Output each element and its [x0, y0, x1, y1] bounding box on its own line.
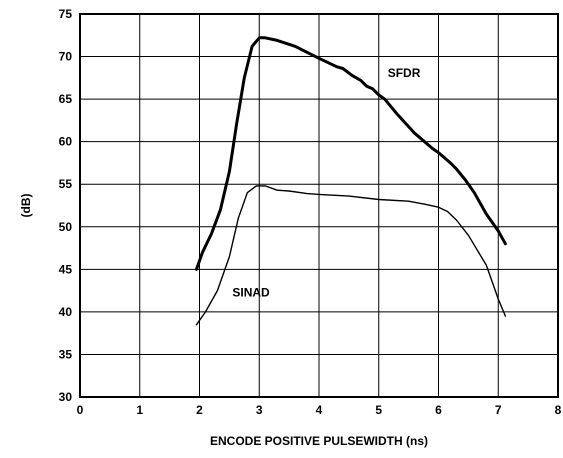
y-tick-label: 75	[59, 7, 73, 21]
x-tick-label: 3	[256, 403, 263, 417]
x-axis-ticks: 0 1 2 3 4 5 6 7 8	[77, 403, 562, 417]
series-label-sfdr: SFDR	[388, 66, 421, 80]
x-tick-label: 0	[77, 403, 84, 417]
series-label-sinad: SINAD	[232, 286, 270, 300]
x-tick-label: 4	[316, 403, 323, 417]
x-tick-label: 1	[136, 403, 143, 417]
x-tick-label: 5	[375, 403, 382, 417]
y-tick-label: 60	[59, 135, 73, 149]
y-tick-label: 65	[59, 92, 73, 106]
series-line-sfdr	[195, 36, 507, 271]
y-tick-label: 50	[59, 220, 73, 234]
y-tick-label: 70	[59, 50, 73, 64]
y-tick-label: 45	[59, 262, 73, 276]
y-axis-label: (dB)	[19, 194, 33, 218]
y-tick-label: 40	[59, 305, 73, 319]
y-tick-label: 30	[59, 390, 73, 404]
chart-grid	[79, 13, 559, 398]
series-line-sinad	[195, 185, 507, 326]
plot-frame	[79, 13, 559, 398]
y-tick-label: 55	[59, 177, 73, 191]
y-tick-label: 35	[59, 347, 73, 361]
x-axis-label: ENCODE POSITIVE PULSEWIDTH (ns)	[210, 434, 428, 448]
chart-series	[195, 36, 507, 326]
series-annotations: SFDR SINAD	[232, 66, 420, 300]
x-tick-label: 6	[435, 403, 442, 417]
x-tick-label: 8	[555, 403, 562, 417]
x-tick-label: 2	[196, 403, 203, 417]
x-tick-label: 7	[495, 403, 502, 417]
y-axis-ticks: 30 35 40 45 50 55 60 65 70 75	[59, 7, 73, 404]
